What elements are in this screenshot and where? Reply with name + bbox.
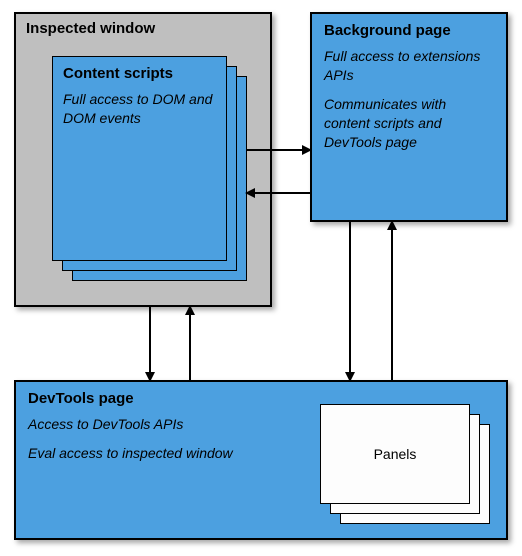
content-scripts-box: Content scripts Full access to DOM and D… — [52, 56, 227, 261]
background-page-title: Background page — [324, 22, 494, 39]
background-page-desc2: Communicates with content scripts and De… — [324, 95, 494, 152]
panels-box: Panels — [320, 404, 470, 504]
background-page-box: Background page Full access to extension… — [310, 12, 508, 222]
panels-label: Panels — [374, 446, 417, 462]
content-scripts-title: Content scripts — [63, 65, 216, 82]
diagram-canvas: Inspected window Content scripts Full ac… — [0, 0, 522, 556]
inspected-window-title: Inspected window — [26, 20, 260, 37]
content-scripts-stack: Content scripts Full access to DOM and D… — [52, 56, 247, 281]
panels-stack: Panels — [320, 404, 490, 524]
content-scripts-desc: Full access to DOM and DOM events — [63, 90, 216, 128]
background-page-desc1: Full access to extensions APIs — [324, 47, 494, 85]
